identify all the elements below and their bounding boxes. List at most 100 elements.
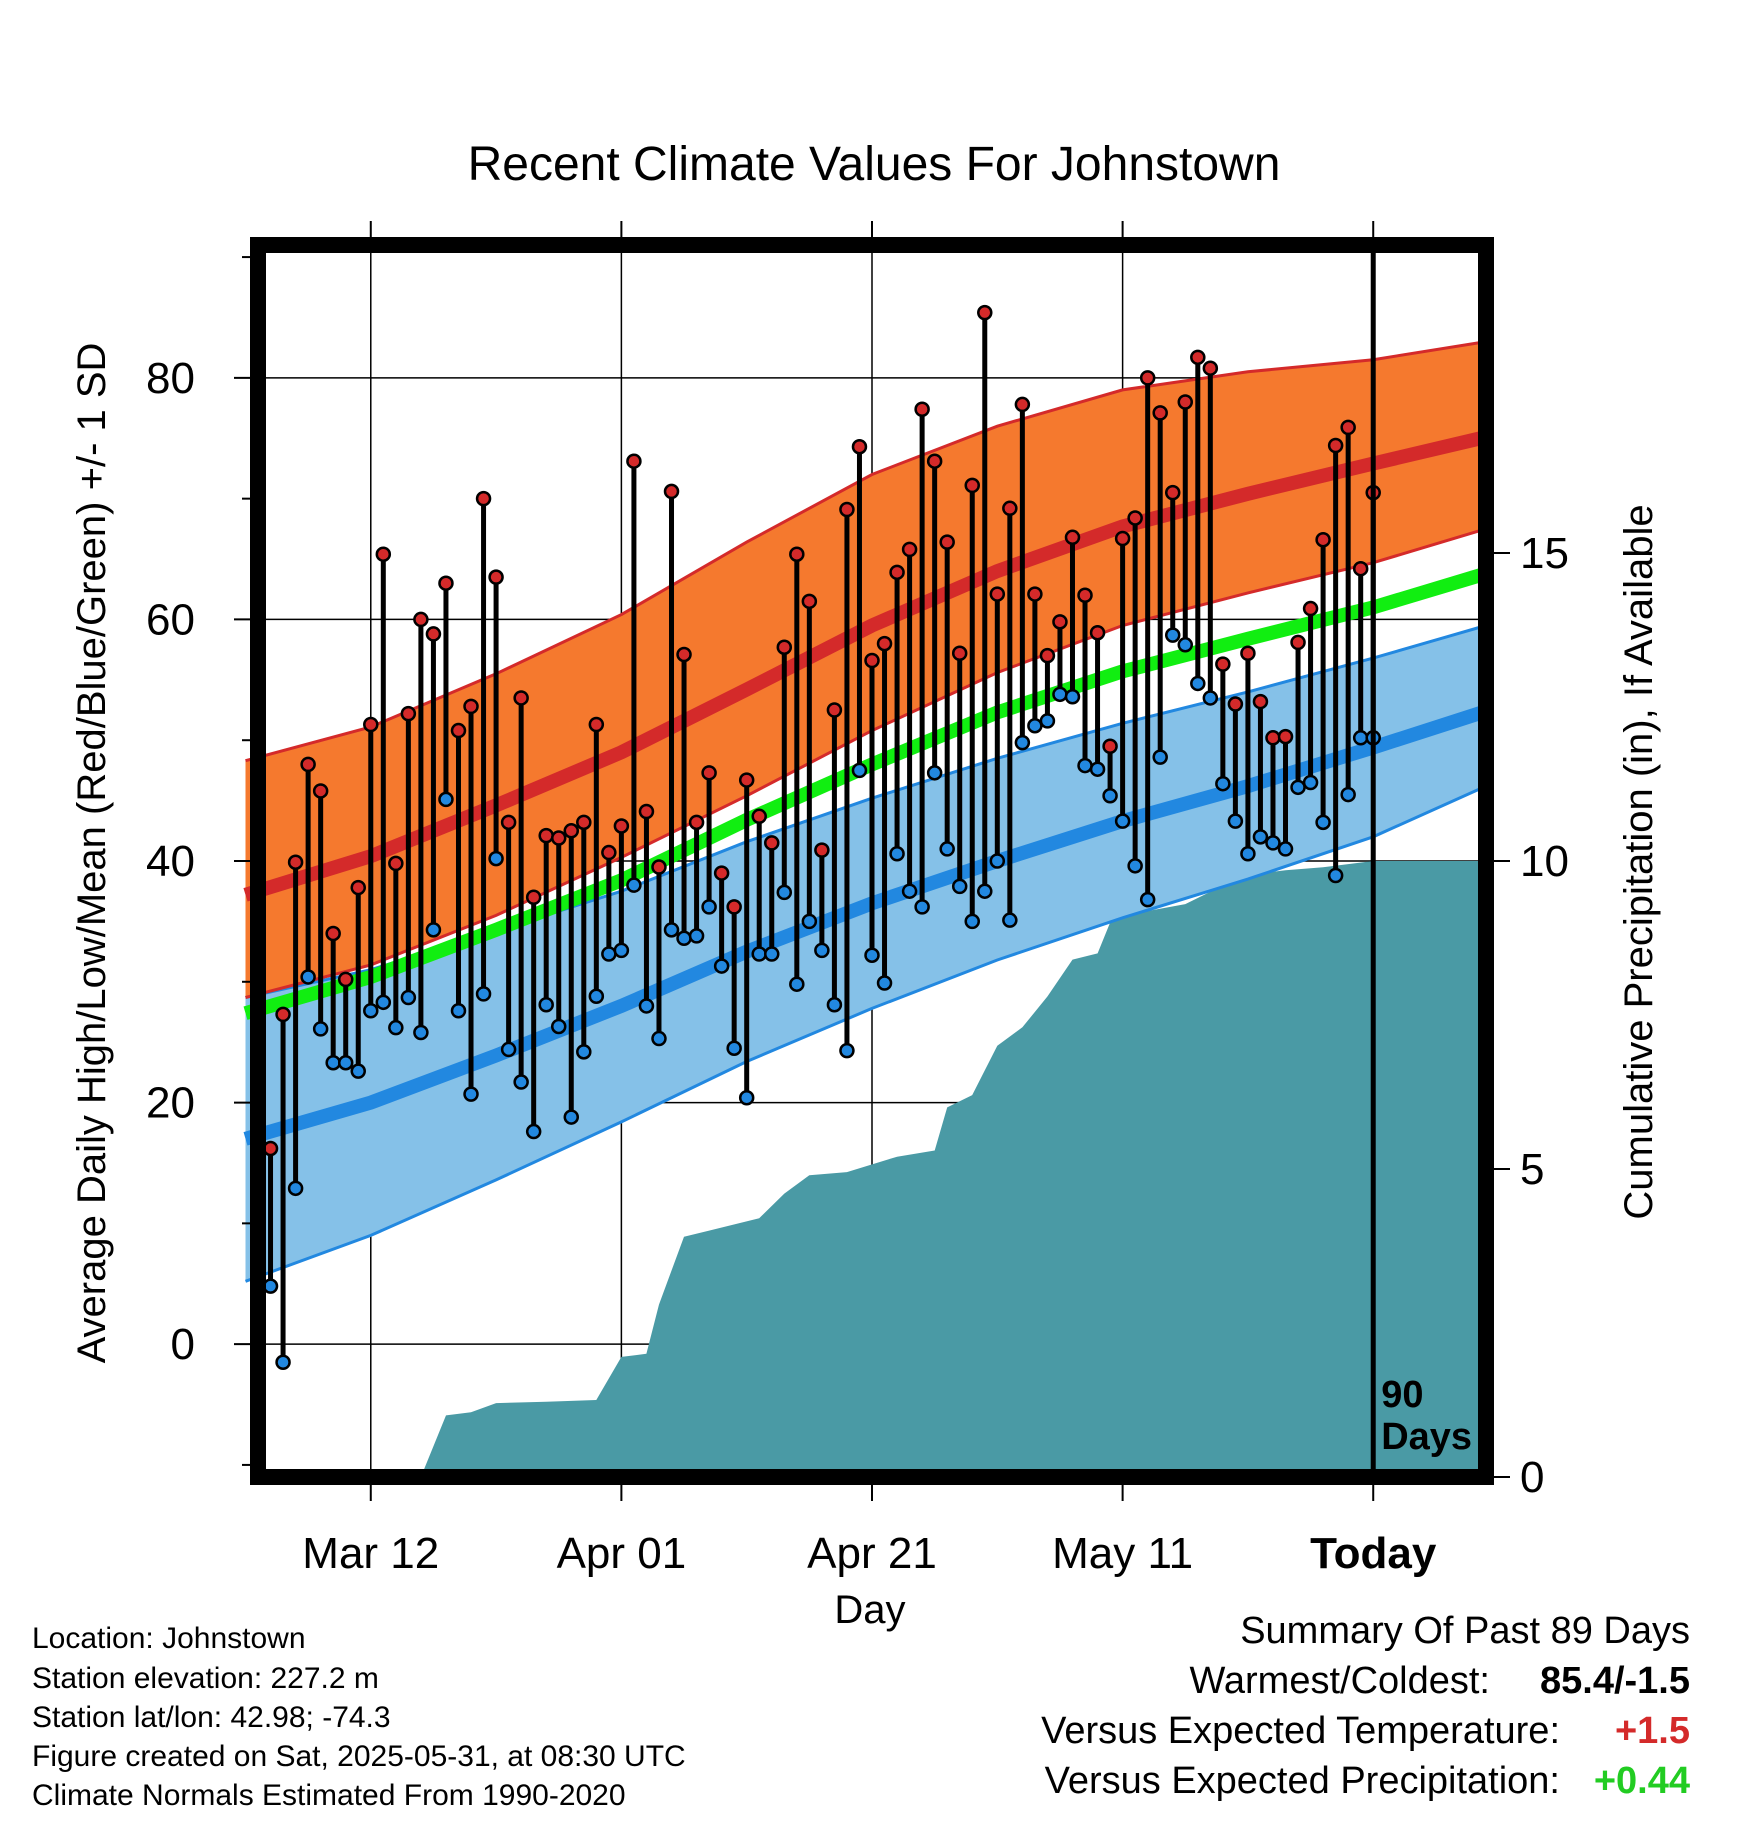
high-point — [1039, 647, 1056, 664]
high-point — [964, 477, 980, 494]
high-point — [300, 756, 316, 773]
low-point — [312, 1021, 329, 1037]
low-point — [1340, 786, 1356, 803]
high-point — [939, 534, 955, 550]
low-point — [951, 878, 968, 895]
low-point — [363, 1003, 379, 1019]
low-point — [1240, 846, 1256, 862]
high-point — [1139, 370, 1156, 386]
low-point — [576, 1044, 592, 1060]
high-point — [914, 401, 930, 418]
high-point — [613, 818, 630, 834]
high-point — [951, 645, 968, 662]
low-point — [1114, 813, 1131, 829]
low-point — [337, 1054, 354, 1071]
high-point — [1152, 405, 1168, 421]
high-point — [839, 501, 855, 518]
high-point — [475, 490, 492, 507]
low-point — [1077, 757, 1093, 774]
footer-latlon: Station lat/lon: 42.98; -74.3 — [32, 1701, 391, 1734]
footer-location: Location: Johnstown — [32, 1622, 306, 1655]
low-point — [601, 946, 617, 962]
low-point — [375, 994, 392, 1011]
high-point — [450, 722, 467, 739]
high-point — [651, 859, 667, 875]
high-point — [876, 635, 893, 652]
high-point — [337, 971, 354, 988]
high-point — [1290, 634, 1306, 651]
x-tick-label: Mar 12 — [302, 1529, 439, 1578]
low-point — [488, 850, 504, 867]
high-point — [438, 575, 454, 591]
high-point — [688, 814, 705, 831]
low-point — [1089, 761, 1106, 777]
low-point — [1202, 690, 1219, 706]
high-point — [1227, 696, 1244, 712]
low-point — [864, 947, 880, 963]
high-point — [1064, 529, 1081, 546]
high-point — [977, 304, 993, 321]
low-point — [964, 913, 980, 930]
low-point — [701, 899, 717, 915]
low-point — [513, 1074, 529, 1090]
low-point — [789, 976, 805, 992]
low-point — [651, 1030, 667, 1047]
precip-area — [258, 861, 1486, 1477]
low-point — [525, 1123, 542, 1140]
high-point — [864, 652, 880, 669]
high-point — [826, 702, 843, 718]
low-point — [425, 922, 442, 938]
high-point — [1340, 419, 1356, 436]
low-point — [400, 989, 417, 1006]
high-point — [312, 783, 329, 799]
low-point — [726, 1040, 742, 1056]
low-point — [300, 969, 316, 985]
low-point — [901, 883, 918, 899]
y-tick-label: 40 — [146, 837, 195, 886]
high-normal-line — [243, 430, 1488, 902]
high-point — [1315, 531, 1331, 548]
low-point — [1315, 814, 1331, 831]
daily-points — [262, 304, 1381, 1371]
high-point — [989, 586, 1006, 602]
high-point — [463, 698, 479, 715]
high-point — [350, 879, 366, 896]
high-point — [287, 854, 304, 870]
low-point — [764, 946, 780, 962]
summary-warm-cold-label: Warmest/Coldest: — [1189, 1660, 1490, 1702]
low-point — [688, 928, 705, 944]
high-point — [1027, 586, 1043, 602]
y-tick-label: 80 — [146, 354, 195, 403]
y-tick-label: 0 — [171, 1320, 195, 1369]
high-point — [1114, 530, 1131, 547]
high-point — [550, 830, 567, 846]
low-point — [1014, 734, 1031, 751]
low-point — [989, 853, 1006, 869]
low-point — [1252, 829, 1269, 845]
low-point — [1177, 637, 1194, 653]
high-point — [325, 925, 341, 942]
footer-normals: Climate Normals Estimated From 1990-2020 — [32, 1779, 626, 1812]
low-point — [826, 996, 843, 1013]
footer-info: Location: Johnstown Station elevation: 2… — [32, 1622, 686, 1812]
low-lower-edge — [244, 784, 1487, 1283]
high-point — [1014, 396, 1031, 413]
low-point — [1002, 912, 1018, 928]
y2-tick-label: 10 — [1520, 837, 1569, 886]
low-point — [1039, 713, 1056, 729]
summary-warm-cold-value: 85.4/-1.5 — [1540, 1660, 1690, 1702]
low-point — [914, 899, 930, 915]
high-point — [425, 626, 442, 642]
low-point — [638, 998, 655, 1014]
high-point — [400, 705, 417, 722]
low-point — [1164, 627, 1181, 643]
high-point — [801, 593, 818, 610]
low-point — [713, 958, 730, 974]
high-point — [1102, 738, 1118, 755]
low-point — [1102, 788, 1118, 804]
low-point — [475, 986, 492, 1002]
high-point — [363, 716, 379, 733]
high-point — [889, 564, 905, 581]
high-point — [1277, 728, 1294, 745]
low-point — [463, 1086, 479, 1102]
